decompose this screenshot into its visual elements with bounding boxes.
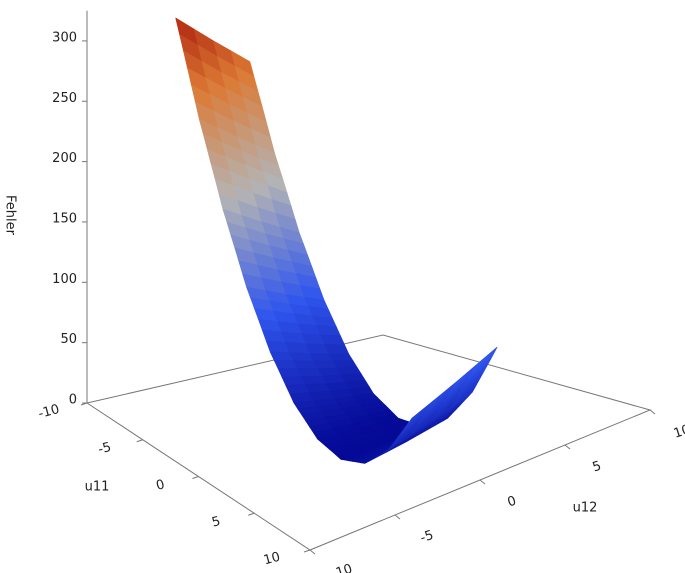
z-tick-label: 150 bbox=[52, 211, 77, 226]
y-tick bbox=[564, 444, 571, 450]
surface-patch bbox=[293, 360, 318, 370]
y-tick bbox=[479, 479, 486, 485]
y-tick bbox=[649, 409, 656, 415]
y-tick-label: 0 bbox=[506, 494, 519, 511]
x-tick-label: 5 bbox=[210, 514, 222, 531]
y-tick bbox=[394, 514, 401, 520]
x-tick-label: -10 bbox=[37, 402, 61, 422]
y-tick-label: -5 bbox=[419, 528, 436, 546]
z-tick-label: 100 bbox=[52, 272, 77, 287]
x-tick bbox=[80, 402, 88, 406]
surface bbox=[175, 17, 498, 464]
surface-patch bbox=[297, 368, 323, 378]
x-tick bbox=[136, 439, 143, 443]
surface-patch bbox=[332, 360, 358, 369]
labels: Fehler u11 u12 050100150200250300-10-505… bbox=[3, 30, 685, 573]
axes-box bbox=[80, 10, 656, 555]
surface-patch bbox=[428, 383, 455, 408]
z-tick-label: 50 bbox=[60, 332, 77, 347]
x-tick-label: 10 bbox=[262, 550, 282, 569]
surface-patch bbox=[316, 324, 341, 337]
surface-patch bbox=[301, 375, 327, 386]
z-tick-label: 250 bbox=[52, 91, 77, 106]
x-tick bbox=[303, 549, 311, 553]
z-axis-title: Fehler bbox=[3, 195, 18, 236]
surface-patch bbox=[320, 334, 346, 346]
z-tick-label: 0 bbox=[69, 393, 77, 408]
x-tick bbox=[248, 512, 255, 516]
surface-patch bbox=[471, 346, 498, 373]
y-tick-label: -10 bbox=[330, 562, 355, 573]
z-tick-label: 200 bbox=[52, 151, 77, 166]
surface-patch bbox=[324, 343, 350, 355]
y-tick-label: 10 bbox=[672, 422, 685, 441]
z-tick-label: 300 bbox=[52, 30, 77, 45]
y-axis-title: u12 bbox=[573, 501, 598, 516]
y-tick bbox=[309, 549, 316, 555]
x-tick-label: -5 bbox=[97, 440, 113, 458]
x-tick-label: 0 bbox=[155, 477, 167, 494]
x-tick bbox=[192, 476, 199, 479]
surface-patch bbox=[285, 341, 310, 355]
surface-patch bbox=[289, 352, 314, 362]
y-tick-label: 5 bbox=[591, 459, 604, 476]
x-axis-title: u11 bbox=[85, 480, 110, 495]
surface-patch bbox=[328, 353, 354, 362]
